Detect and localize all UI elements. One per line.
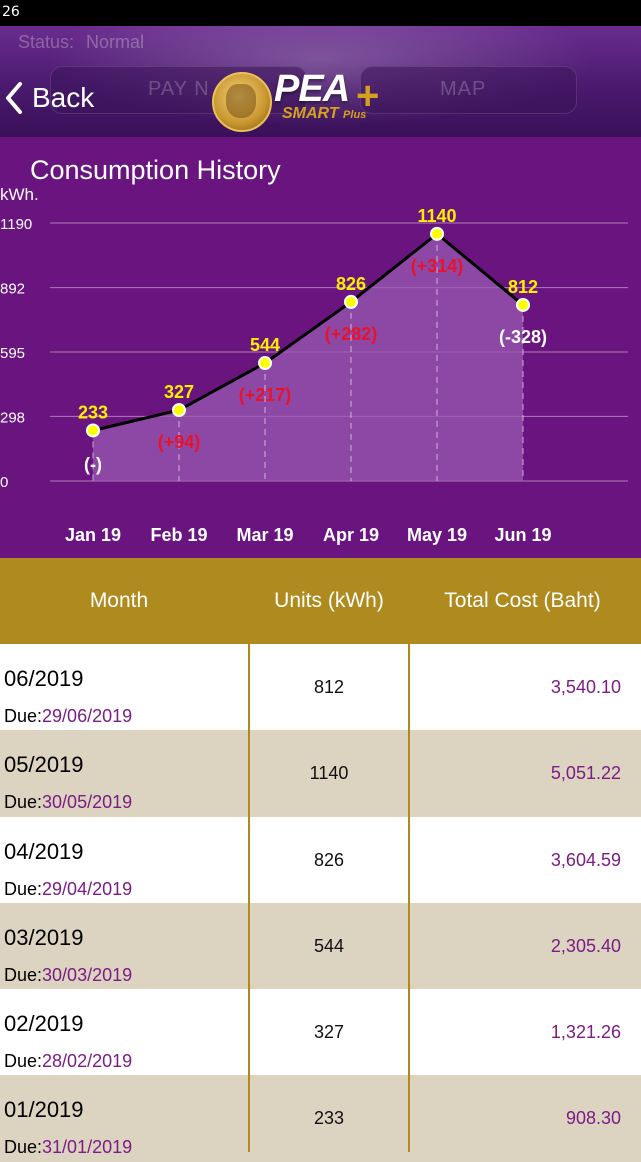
- row-month: 02/2019: [4, 1011, 84, 1037]
- data-value-label: 327: [164, 382, 194, 402]
- row-due: Due:28/02/2019: [4, 1051, 133, 1072]
- x-tick-label: Apr 19: [323, 525, 379, 545]
- back-label: Back: [32, 82, 95, 113]
- column-divider: [408, 644, 410, 1152]
- y-tick-label: 298: [0, 409, 25, 426]
- row-cost: 1,321.26: [550, 1022, 621, 1043]
- area-fill: [93, 233, 523, 481]
- table-row[interactable]: 06/2019 Due:29/06/2019 812 3,540.10: [0, 644, 641, 731]
- row-due: Due:30/05/2019: [4, 792, 133, 813]
- status-value: Normal: [86, 32, 145, 52]
- row-due: Due:29/04/2019: [4, 878, 133, 899]
- row-month: 05/2019: [4, 752, 84, 778]
- table-row[interactable]: 03/2019 Due:30/03/2019 544 2,305.40: [0, 902, 641, 990]
- y-tick-label: 0: [0, 474, 8, 491]
- row-due: Due:30/03/2019: [4, 964, 133, 985]
- data-change-label: (+282): [325, 324, 378, 344]
- row-units: 826: [313, 849, 345, 870]
- x-tick-label: Jan 19: [65, 525, 121, 545]
- chevron-left-icon: [6, 82, 22, 114]
- y-tick-label: 1190: [0, 216, 32, 233]
- data-point: [430, 226, 444, 241]
- row-cost: 2,305.40: [550, 935, 621, 956]
- data-change-label: (+314): [411, 256, 464, 276]
- table-row[interactable]: 04/2019 Due:29/04/2019 826 3,604.59: [0, 816, 641, 903]
- pea-smart-plus-logo: PEA + SMART Plus: [212, 68, 402, 132]
- y-tick-label: 595: [0, 345, 25, 362]
- column-header-cost: Total Cost (Baht): [444, 589, 601, 612]
- status-indicator: Status: Normal: [18, 32, 144, 53]
- row-due: Due:31/01/2019: [4, 1137, 133, 1158]
- pea-seal-icon: [212, 72, 272, 132]
- x-tick-label: Jun 19: [494, 525, 551, 545]
- logo-subtext: SMART Plus: [282, 105, 367, 122]
- chart-title: Consumption History: [30, 155, 281, 185]
- x-tick-label: Mar 19: [236, 525, 293, 545]
- data-value-label: 233: [78, 402, 108, 422]
- map-button-ghost: [360, 66, 577, 114]
- status-time: 26: [2, 4, 20, 20]
- y-tick-label: 892: [0, 281, 25, 298]
- data-change-label: (-328): [499, 327, 547, 347]
- table-row[interactable]: 02/2019 Due:28/02/2019 327 1,321.26: [0, 989, 641, 1076]
- table-header: Month Units (kWh) Total Cost (Baht): [0, 558, 641, 644]
- data-value-label: 812: [508, 277, 538, 297]
- row-cost: 908.30: [565, 1108, 621, 1129]
- logo-plus-icon: +: [356, 74, 380, 118]
- row-month: 03/2019: [4, 924, 84, 950]
- data-point: [86, 423, 100, 438]
- row-due: Due:29/06/2019: [4, 706, 133, 726]
- row-month: 06/2019: [4, 666, 84, 691]
- history-table: 06/2019 Due:29/06/2019 812 3,540.10 05/2…: [0, 644, 641, 1162]
- consumption-chart: 0 298 595 892 1190 233 (-) Jan 19 327 (+94) Feb 19…: [0, 206, 628, 545]
- app-header: Status: Normal PAY N MAP Back PEA + SMART…: [0, 26, 641, 137]
- row-units: 327: [313, 1022, 345, 1043]
- x-tick-label: May 19: [407, 525, 467, 545]
- table-row[interactable]: 01/2019 Due:31/01/2019 233 908.30: [0, 1075, 641, 1162]
- table-row[interactable]: 05/2019 Due:30/05/2019 1140 5,051.22: [0, 730, 641, 817]
- data-point: [516, 297, 530, 312]
- x-tick-label: Feb 19: [150, 525, 207, 545]
- data-point: [172, 403, 186, 418]
- data-change-label: (-): [84, 454, 102, 474]
- map-ghost-label: MAP: [440, 78, 487, 100]
- row-units: 1140: [309, 763, 349, 784]
- y-axis-label: kWh.: [0, 185, 39, 204]
- row-cost: 5,051.22: [550, 763, 621, 784]
- data-value-label: 544: [250, 335, 280, 355]
- row-units: 233: [313, 1108, 345, 1129]
- logo-text: PEA: [274, 68, 350, 110]
- column-header-month: Month: [89, 589, 149, 612]
- row-month: 04/2019: [4, 838, 84, 864]
- column-header-units: Units (kWh): [274, 589, 384, 612]
- data-change-label: (+94): [158, 432, 201, 452]
- data-value-label: 1140: [417, 206, 456, 226]
- consumption-chart-panel: Consumption History kWh. 0 298 595 892 1190 2…: [0, 137, 641, 558]
- column-divider: [248, 644, 250, 1152]
- status-bar: 26: [0, 0, 641, 26]
- data-value-label: 826: [336, 274, 366, 294]
- data-point: [258, 356, 272, 371]
- row-month: 01/2019: [4, 1097, 84, 1123]
- data-change-label: (+217): [239, 385, 292, 405]
- row-cost: 3,540.10: [550, 677, 621, 697]
- pay-ghost-label: PAY N: [148, 78, 210, 100]
- row-units: 812: [313, 677, 345, 697]
- status-label: Status:: [18, 32, 75, 52]
- row-units: 544: [313, 935, 345, 956]
- row-cost: 3,604.59: [550, 849, 621, 870]
- data-point: [344, 294, 358, 309]
- series-line: [92, 231, 524, 432]
- back-button[interactable]: Back: [4, 78, 94, 118]
